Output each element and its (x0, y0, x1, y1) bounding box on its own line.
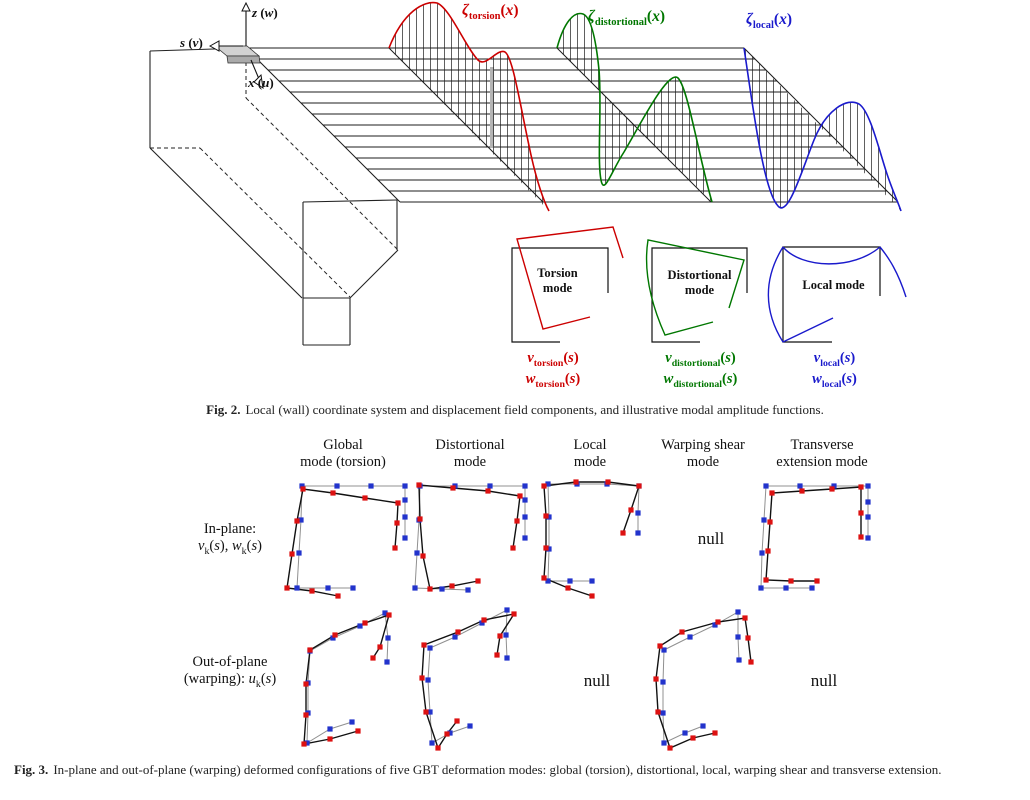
fig2-caption-label: Fig. 2. (206, 402, 241, 417)
column-header-transverse: Transverse extension mode (757, 437, 887, 471)
column-header-global-line2: mode (torsion) (300, 454, 386, 471)
local-mode-title: Local mode (786, 278, 881, 293)
zeta-torsion-label: ζtorsion(x) (462, 2, 519, 23)
torsion-mode-title: Torsion mode (515, 266, 600, 297)
fig2-caption: Fig. 2. Local (wall) coordinate system an… (0, 401, 1030, 419)
null-transverse-warping: null (810, 671, 838, 690)
row-label-in-plane-line1: In-plane: (203, 521, 257, 537)
column-header-local-line1: Local (573, 437, 607, 453)
v-distortional-label: vdistortional(s) (665, 350, 736, 369)
column-header-global: Global mode (torsion) (278, 437, 408, 471)
fig3-caption-label: Fig. 3. (14, 762, 49, 777)
column-header-distortional: Distortional mode (405, 437, 535, 471)
w-distortional-label: wdistortional(s) (663, 371, 738, 390)
z-axis-label: z (w) (252, 5, 278, 20)
row-label-out-of-plane-line2: (warping): uk(s) (183, 671, 277, 691)
fig2-caption-text: Local (wall) coordinate system and displ… (245, 402, 824, 417)
s-axis-label: s (v) (180, 35, 203, 50)
torsion-mode-title-line1: Torsion (537, 266, 578, 280)
column-header-global-line1: Global (323, 437, 363, 453)
column-header-warping-shear-line1: Warping shear (661, 437, 745, 453)
fig3-caption: Fig. 3. In-plane and out-of-plane (warpin… (14, 761, 1016, 779)
column-header-distortional-line2: mode (453, 454, 487, 471)
column-header-local-line2: mode (573, 454, 607, 471)
row-label-in-plane: In-plane: vk(s), wk(s) (145, 521, 315, 558)
w-local-label: wlocal(s) (812, 371, 857, 390)
distortional-mode-title-line1: Distortional (667, 268, 732, 282)
column-header-transverse-line2: extension mode (776, 454, 868, 471)
column-header-transverse-line1: Transverse (790, 437, 854, 453)
fig3-caption-text: In-plane and out-of-plane (warping) defo… (53, 762, 942, 777)
column-header-local: Local mode (525, 437, 655, 471)
row-label-in-plane-line2: vk(s), wk(s) (198, 538, 262, 558)
fig3-drawing (284, 479, 871, 751)
column-header-warping-shear: Warping shear mode (638, 437, 768, 471)
local-mode-title-line1: Local mode (802, 278, 865, 292)
v-torsion-label: vtorsion(s) (527, 350, 579, 369)
null-local-warping: null (583, 671, 611, 690)
w-torsion-label: wtorsion(s) (525, 371, 581, 390)
null-warping-shear-inplane: null (697, 529, 725, 548)
x-axis-label: x (u) (248, 75, 274, 90)
v-local-label: vlocal(s) (813, 350, 856, 369)
row-label-out-of-plane-line1: Out-of-plane (192, 654, 268, 670)
torsion-mode-title-line2: mode (542, 281, 573, 296)
row-label-out-of-plane: Out-of-plane (warping): uk(s) (145, 654, 315, 691)
column-header-warping-shear-line2: mode (686, 454, 720, 471)
distortional-mode-title-line2: mode (684, 283, 715, 298)
zeta-local-label: ζlocal(x) (746, 11, 792, 32)
distortional-mode-title: Distortional mode (652, 268, 747, 299)
column-header-distortional-line1: Distortional (435, 437, 505, 453)
zeta-distortional-label: ζdistortional(x) (588, 8, 666, 29)
